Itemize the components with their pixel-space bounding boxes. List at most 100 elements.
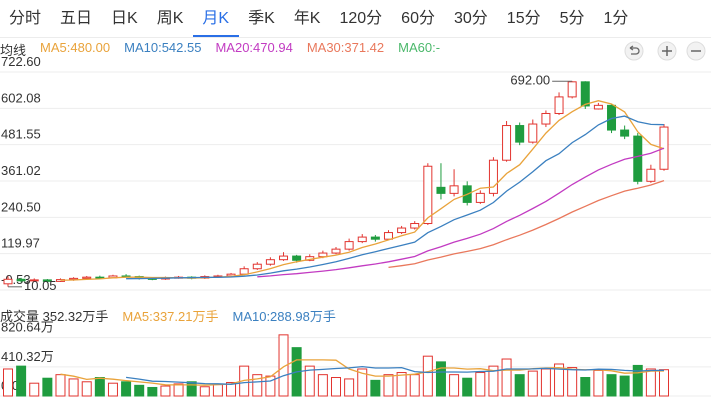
candle-body xyxy=(580,81,590,107)
y-tick-label: 240.50 xyxy=(1,199,41,214)
volume-bar xyxy=(252,374,263,397)
volume-bar xyxy=(304,365,315,397)
volume-bar xyxy=(186,381,197,397)
y-tick-label: 602.08 xyxy=(1,90,41,105)
legend-entry: MA10:288.98万手 xyxy=(232,309,336,324)
candle-body xyxy=(436,186,446,194)
period-tab[interactable]: 5分 xyxy=(559,10,585,27)
candle-body xyxy=(502,125,512,161)
period-tab[interactable]: 15分 xyxy=(506,10,541,27)
volume-bar xyxy=(317,374,328,397)
volume-bar xyxy=(68,378,79,397)
candle-body xyxy=(344,241,354,250)
period-tab[interactable]: 60分 xyxy=(401,10,435,27)
volume-bar xyxy=(409,374,420,397)
legend-entry: MA10:542.55 xyxy=(124,40,202,55)
candle-body xyxy=(16,278,26,282)
candle-body xyxy=(541,112,551,125)
period-tab[interactable]: 1分 xyxy=(603,10,629,27)
legend-entry: MA20:470.94 xyxy=(215,40,293,55)
volume-bar xyxy=(55,374,66,397)
volume-bar xyxy=(107,382,118,397)
legend-entry: MA5:480.00 xyxy=(40,40,111,55)
volume-bar xyxy=(501,358,512,397)
volume-bar xyxy=(344,378,355,397)
candle-body xyxy=(279,255,289,261)
volume-bar xyxy=(199,386,210,397)
volume-bar xyxy=(29,382,40,397)
volume-bar xyxy=(147,386,158,397)
candle-body xyxy=(82,276,92,279)
volume-bar xyxy=(540,368,551,397)
period-tab[interactable]: 季K xyxy=(248,10,275,27)
period-tab[interactable]: 30分 xyxy=(453,10,488,27)
candle-body xyxy=(475,192,485,203)
y-tick-label: 722.60 xyxy=(1,54,41,69)
volume-bar xyxy=(212,384,223,397)
ma-line xyxy=(126,365,665,385)
volume-legend: 成交量 352.32万手 MA5:337.21万手 MA10:288.98万手 xyxy=(0,306,336,325)
volume-bar xyxy=(3,368,13,397)
candle-body xyxy=(633,135,643,182)
candle-body xyxy=(370,236,380,240)
candle-body xyxy=(528,123,538,143)
period-tab[interactable]: 月K xyxy=(193,0,240,37)
candle-body xyxy=(29,279,39,282)
max-label: 692.00 xyxy=(510,73,550,88)
period-tabs: 分时 五日 日K 周K 月K 季K 年K 120分 60分 30分 15分 5分 1分 xyxy=(0,0,711,38)
volume-bar xyxy=(94,377,105,397)
volume-bar xyxy=(396,372,407,397)
legend-entry: MA30:371.42 xyxy=(306,40,385,55)
undo-button[interactable] xyxy=(624,41,644,61)
period-tab[interactable]: 五日 xyxy=(60,10,93,27)
volume-bar xyxy=(580,377,591,397)
ma-legend: 均线 MA5:480.00 MA10:542.55 MA20:470.94 MA30:… xyxy=(0,40,440,59)
ma-line xyxy=(257,147,665,278)
period-tab[interactable]: 日K xyxy=(111,10,138,27)
ma-line xyxy=(388,179,665,269)
candle-body xyxy=(42,279,52,282)
candle-body xyxy=(397,227,407,234)
candle-body xyxy=(620,129,630,137)
ma-line xyxy=(126,115,665,280)
volume-bar xyxy=(134,384,145,397)
legend-entry: MA5:337.21万手 xyxy=(122,309,219,324)
candle-body xyxy=(3,278,13,285)
candle-body xyxy=(252,263,262,270)
candle-body xyxy=(95,276,105,279)
zoom-in-button[interactable] xyxy=(657,41,677,61)
volume-bar xyxy=(42,377,53,397)
volume-bar xyxy=(370,379,381,397)
period-tab[interactable]: 周K xyxy=(156,10,184,27)
volume-bar xyxy=(121,381,132,397)
volume-bar xyxy=(606,374,617,397)
toolbar xyxy=(624,41,706,61)
zoom-out-button[interactable] xyxy=(686,41,706,61)
candle-body xyxy=(567,81,577,98)
volume-bar xyxy=(514,374,525,397)
volume-bar xyxy=(331,377,341,397)
volume-bar xyxy=(475,372,486,397)
volume-bar xyxy=(488,365,499,397)
period-tab[interactable]: 年K xyxy=(293,10,321,27)
period-tab[interactable]: 分时 xyxy=(9,10,42,27)
ma-line xyxy=(60,100,665,281)
volume-bar xyxy=(619,375,630,397)
volume-bar xyxy=(357,368,368,397)
candle-body xyxy=(331,248,341,254)
period-tab[interactable]: 120分 xyxy=(339,10,383,27)
candle-body xyxy=(515,125,525,143)
candle-body xyxy=(357,236,367,243)
candle-body xyxy=(239,268,249,275)
volume-bar xyxy=(16,365,27,397)
candle-body xyxy=(265,259,275,265)
candle-body xyxy=(593,104,603,110)
y-tick-label: 820.64万 xyxy=(1,320,54,335)
volume-bar xyxy=(173,383,184,397)
volume-bar xyxy=(462,377,473,397)
volume-bar xyxy=(527,370,538,397)
candle-body xyxy=(383,232,393,240)
candle-body xyxy=(292,255,302,261)
